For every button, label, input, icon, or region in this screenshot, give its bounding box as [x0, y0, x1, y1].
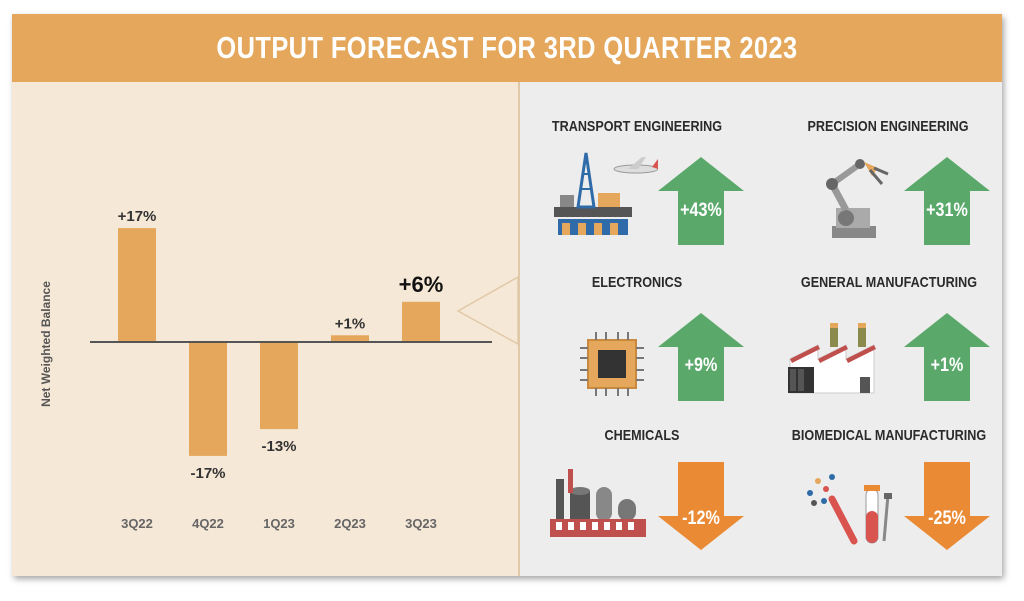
sector-name-transport-engineering: TRANSPORT ENGINEERING: [551, 118, 723, 135]
value-label-4q22: -17%: [190, 465, 225, 482]
category-label-3q23: 3Q23: [405, 516, 437, 531]
value-label-3q22: +17%: [118, 208, 157, 225]
sector-name-precision-engineering: PRECISION ENGINEERING: [807, 118, 969, 135]
up-arrow-general-manufacturing: [904, 313, 990, 401]
change-biomedical-manufacturing: -25%: [928, 508, 966, 529]
bar-3q22: [118, 228, 156, 342]
factory-icon: [788, 323, 876, 394]
value-label-3q23: +6%: [399, 272, 444, 297]
category-label-1q23: 1Q23: [263, 516, 295, 531]
bar-3q23: [402, 301, 440, 342]
category-label-4q22: 4Q22: [192, 516, 224, 531]
down-arrow-biomedical-manufacturing: [904, 462, 990, 550]
infographic-card: OUTPUT FORECAST FOR 3RD QUARTER 2023 +17…: [12, 14, 1002, 576]
callout-joint: [512, 274, 524, 344]
down-arrow-chemicals: [658, 462, 744, 550]
callout-pointer: [456, 276, 518, 345]
up-arrow-precision-engineering: [904, 157, 990, 245]
change-chemicals: -12%: [682, 508, 720, 529]
sector-name-electronics: ELECTRONICS: [591, 274, 683, 291]
chemical-plant-icon: [550, 469, 646, 537]
net-weighted-balance-chart: +17% 3Q22 -17% 4Q22 -13% 1Q23 +1% 2Q23 +6% 3Q23 N…: [39, 208, 518, 531]
value-label-2q23: +1%: [335, 315, 365, 332]
value-label-1q23: -13%: [261, 438, 296, 455]
sector-name-general-manufacturing: GENERAL MANUFACTURING: [800, 274, 978, 291]
up-arrow-transport-engineering: [658, 157, 744, 245]
oil-rig-airplane-icon: [554, 152, 658, 235]
title-banner: OUTPUT FORECAST FOR 3RD QUARTER 2023: [12, 14, 1002, 82]
microchip-icon: [580, 332, 644, 396]
change-transport-engineering: +43%: [680, 200, 722, 221]
change-precision-engineering: +31%: [926, 200, 968, 221]
change-electronics: +9%: [684, 355, 718, 376]
lab-equipment-icon: [807, 474, 892, 545]
up-arrow-electronics: [658, 313, 744, 401]
y-axis-label: Net Weighted Balance: [39, 281, 53, 407]
bar-1q23: [260, 342, 298, 430]
bar-2q23: [331, 335, 369, 342]
sector-name-chemicals: CHEMICALS: [604, 427, 680, 444]
page-title: OUTPUT FORECAST FOR 3RD QUARTER 2023: [216, 30, 798, 65]
category-label-2q23: 2Q23: [334, 516, 366, 531]
robotic-arm-icon: [826, 159, 889, 238]
bar-4q22: [189, 342, 227, 456]
category-label-3q22: 3Q22: [121, 516, 153, 531]
change-general-manufacturing: +1%: [930, 355, 964, 376]
sector-name-biomedical-manufacturing: BIOMEDICAL MANUFACTURING: [791, 427, 987, 444]
